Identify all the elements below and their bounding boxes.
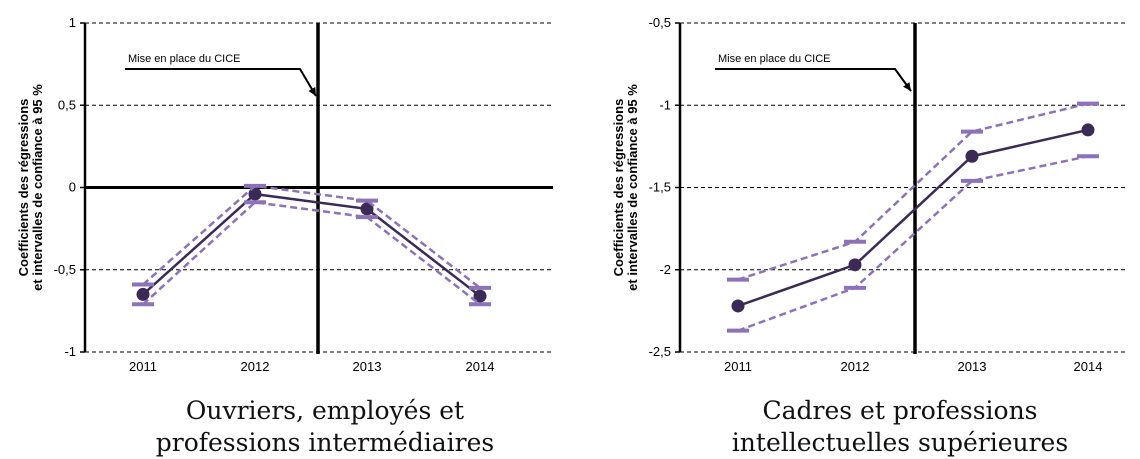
annotation-label: Mise en place du CICE bbox=[128, 53, 241, 65]
x-tick-label: 2011 bbox=[129, 359, 157, 374]
estimate-point bbox=[731, 299, 745, 313]
y-tick-label: -0,5 bbox=[649, 15, 671, 30]
chart-panel-left: 1 0,5 0 -0,5 -1 2011 2012 2013 2014 Coefficients … bbox=[16, 15, 553, 374]
estimate-point bbox=[473, 289, 487, 303]
x-tick-label: 2014 bbox=[466, 359, 495, 374]
estimate-point bbox=[248, 187, 262, 201]
annotation-arrowhead bbox=[308, 87, 316, 96]
caption-right-line-1: Cadres et professions bbox=[762, 396, 1038, 425]
x-tick-label: 2012 bbox=[241, 359, 270, 374]
y-tick-label: 0,5 bbox=[58, 97, 76, 112]
y-tick-label: 1 bbox=[69, 15, 76, 30]
x-tick-label: 2011 bbox=[724, 359, 752, 374]
caption-left-line-1: Ouvriers, employés et bbox=[185, 396, 465, 425]
estimate-point bbox=[360, 202, 374, 216]
estimate-point bbox=[965, 149, 979, 163]
series-upper-bound-line bbox=[142, 184, 481, 289]
series-estimate-line bbox=[142, 192, 481, 298]
estimate-point bbox=[136, 287, 150, 301]
y-axis-label: et intervalles de confiance à 95 % bbox=[30, 84, 45, 291]
caption-left-line-2: professions intermédiaires bbox=[155, 428, 495, 457]
y-tick-label: -0,5 bbox=[54, 262, 76, 277]
series-lower-bound-line bbox=[737, 155, 1089, 332]
caption-right: Cadres et professions intellectuelles su… bbox=[690, 395, 1110, 459]
estimate-point bbox=[1081, 123, 1095, 137]
y-tick-label: -1 bbox=[64, 344, 76, 359]
y-tick-label: -1 bbox=[659, 97, 671, 112]
estimate-point bbox=[848, 258, 862, 272]
x-tick-label: 2013 bbox=[353, 359, 382, 374]
x-tick-label: 2013 bbox=[958, 359, 987, 374]
y-tick-label: -1,5 bbox=[649, 180, 671, 195]
y-axis-label: et intervalles de confiance à 95 % bbox=[625, 84, 640, 291]
chart-panel-right: -0,5 -1 -1,5 -2 -2,5 2011 2012 2013 2014 Coeffici… bbox=[611, 15, 1128, 374]
series-lower-bound-line bbox=[142, 200, 481, 306]
y-tick-label: -2,5 bbox=[649, 344, 671, 359]
y-axis-label: Coefficients des régressions bbox=[611, 99, 626, 277]
y-axis-label: Coefficients des régressions bbox=[16, 99, 31, 277]
annotation-arrow bbox=[715, 68, 912, 92]
series-estimate-line bbox=[737, 128, 1089, 308]
x-tick-label: 2012 bbox=[841, 359, 870, 374]
annotation-arrowhead bbox=[903, 82, 911, 91]
caption-left: Ouvriers, employés et professions interm… bbox=[115, 395, 535, 459]
caption-right-line-2: intellectuelles supérieures bbox=[731, 428, 1069, 457]
annotation-label: Mise en place du CICE bbox=[718, 53, 831, 65]
x-tick-label: 2014 bbox=[1074, 359, 1103, 374]
series-upper-bound-line bbox=[737, 102, 1089, 281]
y-tick-label: -2 bbox=[659, 262, 671, 277]
y-tick-label: 0 bbox=[69, 180, 76, 195]
annotation-arrow bbox=[125, 68, 317, 97]
